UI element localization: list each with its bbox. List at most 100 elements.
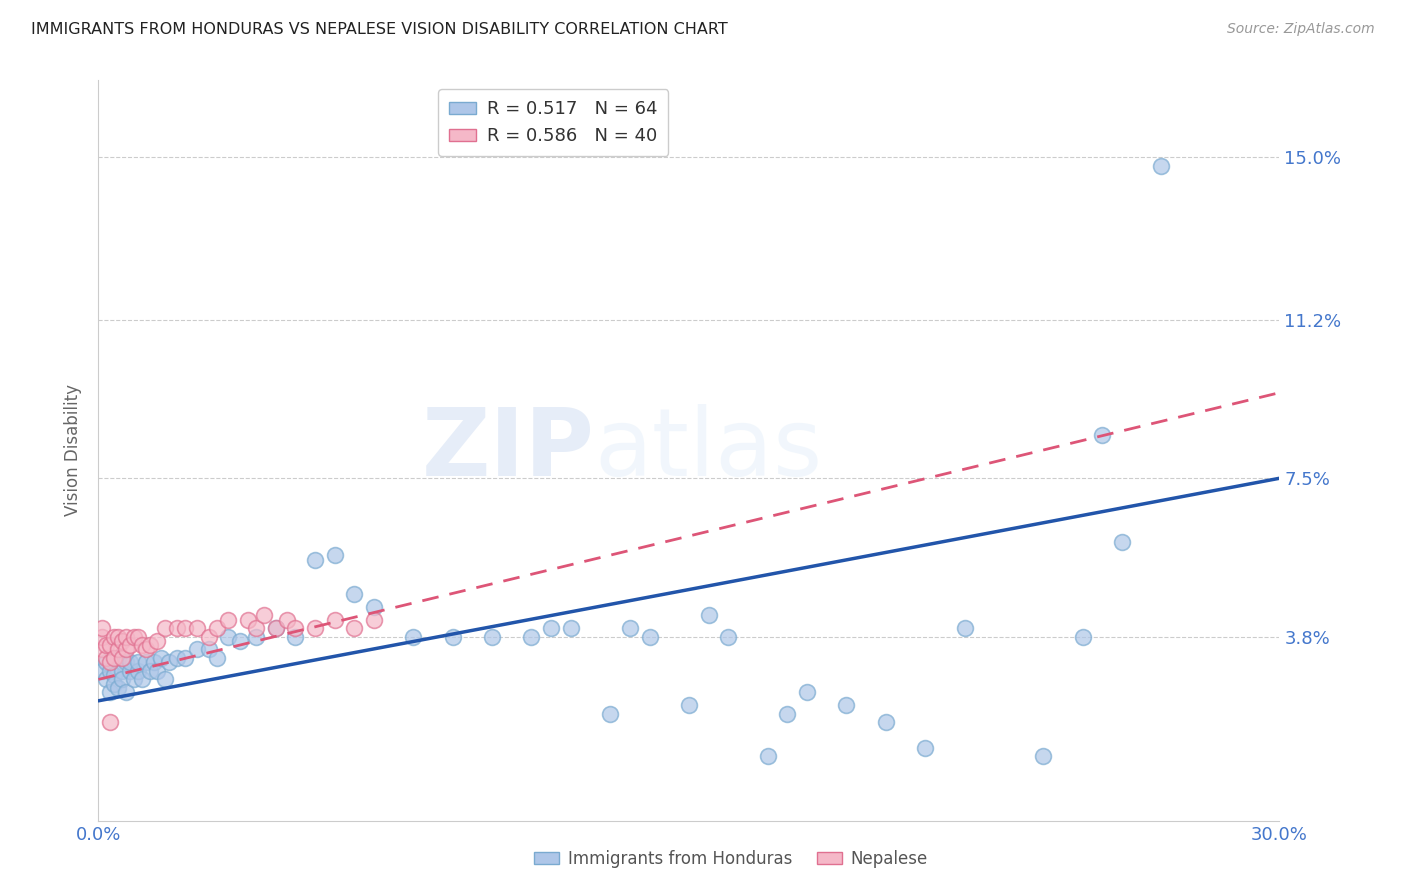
Point [115, 630, 138, 644]
Text: atlas: atlas [595, 404, 823, 497]
Point [91, 664, 114, 678]
Point [131, 673, 153, 687]
Point [135, 655, 157, 669]
Point [697, 608, 720, 623]
Legend: Immigrants from Honduras, Nepalese: Immigrants from Honduras, Nepalese [527, 844, 935, 875]
Point [115, 655, 138, 669]
Point [115, 685, 138, 699]
Point [323, 549, 346, 563]
Point [96, 673, 118, 687]
Point [264, 621, 287, 635]
Point [138, 664, 160, 678]
Point [253, 608, 276, 623]
Point [363, 613, 385, 627]
Point [481, 630, 503, 644]
Point [343, 587, 366, 601]
Point [91, 642, 114, 657]
Point [118, 638, 141, 652]
Point [135, 642, 157, 657]
Point [304, 621, 326, 635]
Point [284, 621, 307, 635]
Point [127, 664, 149, 678]
Point [138, 638, 160, 652]
Point [304, 552, 326, 566]
Y-axis label: Vision Disability: Vision Disability [65, 384, 83, 516]
Point [150, 651, 173, 665]
Point [205, 621, 228, 635]
Point [96, 655, 118, 669]
Text: Source: ZipAtlas.com: Source: ZipAtlas.com [1227, 22, 1375, 37]
Text: ZIP: ZIP [422, 404, 595, 497]
Point [599, 706, 621, 721]
Point [284, 630, 307, 644]
Point [115, 642, 138, 657]
Point [540, 621, 562, 635]
Point [619, 621, 641, 635]
Point [520, 630, 543, 644]
Point [98, 685, 121, 699]
Point [103, 668, 125, 682]
Point [560, 621, 582, 635]
Point [155, 621, 177, 635]
Point [107, 681, 129, 695]
Point [111, 651, 134, 665]
Point [875, 715, 897, 730]
Point [363, 599, 385, 614]
Point [107, 651, 129, 665]
Point [245, 621, 267, 635]
Point [98, 655, 121, 669]
Point [276, 613, 298, 627]
Point [111, 664, 134, 678]
Point [1111, 535, 1133, 549]
Point [678, 698, 700, 712]
Point [103, 676, 125, 690]
Point [91, 630, 114, 644]
Point [155, 673, 177, 687]
Point [122, 630, 145, 644]
Point [166, 621, 188, 635]
Point [796, 685, 818, 699]
Point [186, 642, 208, 657]
Point [638, 630, 661, 644]
Point [103, 651, 125, 665]
Point [186, 621, 208, 635]
Point [142, 655, 165, 669]
Point [717, 630, 740, 644]
Legend: R = 0.517   N = 64, R = 0.586   N = 40: R = 0.517 N = 64, R = 0.586 N = 40 [439, 89, 668, 156]
Point [107, 642, 129, 657]
Point [98, 664, 121, 678]
Point [96, 638, 118, 652]
Point [245, 630, 267, 644]
Point [111, 633, 134, 648]
Point [174, 621, 197, 635]
Point [264, 621, 287, 635]
Point [953, 621, 976, 635]
Point [146, 633, 169, 648]
Point [174, 651, 197, 665]
Point [131, 638, 153, 652]
Point [229, 633, 252, 648]
Point [236, 613, 259, 627]
Point [166, 651, 188, 665]
Point [118, 655, 141, 669]
Point [107, 630, 129, 644]
Point [197, 642, 219, 657]
Point [343, 621, 366, 635]
Point [98, 715, 121, 730]
Point [217, 613, 239, 627]
Point [1091, 428, 1114, 442]
Point [111, 673, 134, 687]
Point [1032, 749, 1054, 764]
Text: IMMIGRANTS FROM HONDURAS VS NEPALESE VISION DISABILITY CORRELATION CHART: IMMIGRANTS FROM HONDURAS VS NEPALESE VIS… [31, 22, 728, 37]
Point [441, 630, 464, 644]
Point [157, 655, 180, 669]
Point [96, 651, 118, 665]
Point [103, 630, 125, 644]
Point [98, 638, 121, 652]
Point [835, 698, 858, 712]
Point [776, 706, 799, 721]
Point [122, 673, 145, 687]
Point [127, 630, 149, 644]
Point [323, 613, 346, 627]
Point [402, 630, 425, 644]
